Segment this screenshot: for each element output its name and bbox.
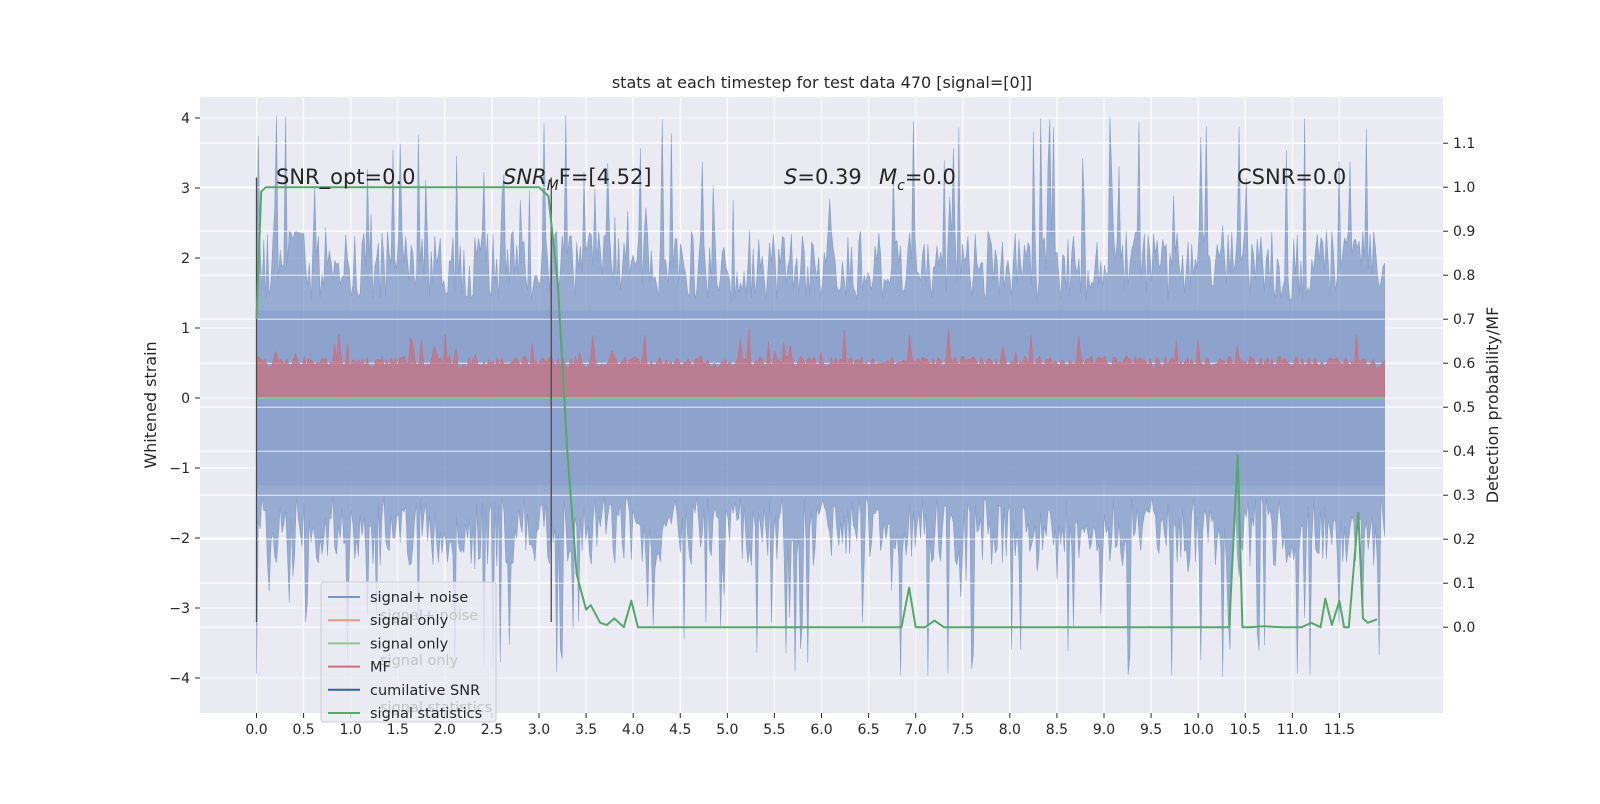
legend-label: signal only bbox=[370, 636, 449, 652]
x-tick-label: 11.5 bbox=[1324, 722, 1355, 738]
legend-label: cumilative SNR bbox=[370, 683, 480, 699]
legend-label: signal+ noise bbox=[370, 590, 468, 606]
y-tick-label-right: 1.0 bbox=[1453, 180, 1475, 196]
x-tick-label: 2.0 bbox=[434, 722, 456, 738]
y-tick-label-left: 4 bbox=[181, 111, 190, 127]
y-tick-label-left: 1 bbox=[181, 321, 190, 337]
y-tick-label-right: 0.4 bbox=[1453, 444, 1475, 460]
legend-frame bbox=[320, 581, 497, 723]
y-tick-label-right: 0.9 bbox=[1453, 224, 1475, 240]
mc-subscript: c bbox=[897, 178, 905, 194]
y-tick-label-left: 0 bbox=[181, 391, 190, 407]
legend-label: MF bbox=[370, 660, 391, 676]
y-tick-label-right: 1.1 bbox=[1453, 136, 1475, 152]
legend-ghost-text: signal+ noise signal only signal statistic… bbox=[380, 608, 492, 716]
legend-ghost-label: signal only bbox=[380, 653, 459, 669]
x-tick-label: 9.5 bbox=[1140, 722, 1162, 738]
y-axis-right-title: Detection probability/MF bbox=[1483, 307, 1502, 504]
y-tick-label-right: 0.1 bbox=[1453, 576, 1475, 592]
chart-title: stats at each timestep for test data 470… bbox=[612, 73, 1032, 92]
x-tick-label: 1.0 bbox=[340, 722, 362, 738]
x-tick-label: 3.5 bbox=[575, 722, 597, 738]
y-tick-label-right: 0.7 bbox=[1453, 312, 1475, 328]
annotation-mc: Mc=0.0 bbox=[879, 165, 956, 194]
x-tick-label: 0.5 bbox=[292, 722, 314, 738]
x-tick-label: 8.0 bbox=[999, 722, 1021, 738]
y-tick-label-right: 0.3 bbox=[1453, 488, 1475, 504]
x-tick-label: 10.0 bbox=[1183, 722, 1214, 738]
mc-symbol: M bbox=[879, 165, 897, 189]
x-tick-label: 7.5 bbox=[952, 722, 974, 738]
x-tick-label: 11.0 bbox=[1277, 722, 1308, 738]
annotation-csnr: CSNR=0.0 bbox=[1237, 165, 1346, 189]
legend-label: signal statistics bbox=[370, 706, 482, 722]
x-tick-label: 5.0 bbox=[716, 722, 738, 738]
data-layer bbox=[255, 115, 1385, 678]
x-tick-label: 1.5 bbox=[387, 722, 409, 738]
x-tick-label: 2.5 bbox=[481, 722, 503, 738]
mf-band bbox=[256, 328, 1385, 399]
series-signal-statistics bbox=[255, 186, 1378, 629]
y-tick-label-right: 0.2 bbox=[1453, 532, 1475, 548]
mc-value: =0.0 bbox=[905, 165, 956, 189]
legend-label: signal only bbox=[370, 613, 449, 629]
annotation-snr-opt: SNR_opt=0.0 bbox=[276, 165, 416, 190]
x-tick-label: 5.5 bbox=[763, 722, 785, 738]
x-tick-label: 4.5 bbox=[669, 722, 691, 738]
x-tick-label: 7.0 bbox=[905, 722, 927, 738]
tick-layer: 0.0 0.5 1.0 1.5 2.0 2.5 3.0 3.5 4.0 4.5 5.0 5.5 6.0 6… bbox=[169, 111, 1475, 738]
snr-mf-symbol: SNR bbox=[503, 165, 547, 189]
snr-mf-subscript: M bbox=[547, 178, 559, 194]
annotation-snr-mf: SNRMF=[4.52] bbox=[503, 165, 652, 194]
y-tick-label-right: 0.5 bbox=[1453, 400, 1475, 416]
x-tick-label: 6.0 bbox=[810, 722, 832, 738]
s-value: =0.39 bbox=[797, 165, 861, 189]
x-tick-label: 0.0 bbox=[245, 722, 267, 738]
y-tick-label-left: −3 bbox=[169, 601, 190, 617]
x-tick-label: 9.0 bbox=[1093, 722, 1115, 738]
y-tick-label-left: −2 bbox=[169, 531, 190, 547]
y-tick-label-right: 0.0 bbox=[1453, 620, 1475, 636]
legend-ghost-label: signal+ noise bbox=[380, 608, 478, 624]
legend-ghost-label: signal statistics bbox=[380, 700, 492, 716]
y-tick-label-left: −4 bbox=[169, 671, 190, 687]
snr-mf-value: F=[4.52] bbox=[559, 165, 652, 189]
x-tick-label: 10.5 bbox=[1230, 722, 1261, 738]
x-tick-label: 4.0 bbox=[622, 722, 644, 738]
y-tick-label-right: 0.8 bbox=[1453, 268, 1475, 284]
y-tick-label-left: 2 bbox=[181, 251, 190, 267]
annotation-s: S=0.39 bbox=[784, 165, 862, 189]
x-tick-label: 8.5 bbox=[1046, 722, 1068, 738]
y-axis-left-title: Whitened strain bbox=[141, 341, 160, 468]
x-tick-label: 3.0 bbox=[528, 722, 550, 738]
s-symbol: S bbox=[784, 165, 797, 189]
y-tick-label-left: 3 bbox=[181, 181, 190, 197]
y-tick-label-right: 0.6 bbox=[1453, 356, 1475, 372]
y-tick-label-left: −1 bbox=[169, 461, 190, 477]
x-tick-label: 6.5 bbox=[857, 722, 879, 738]
